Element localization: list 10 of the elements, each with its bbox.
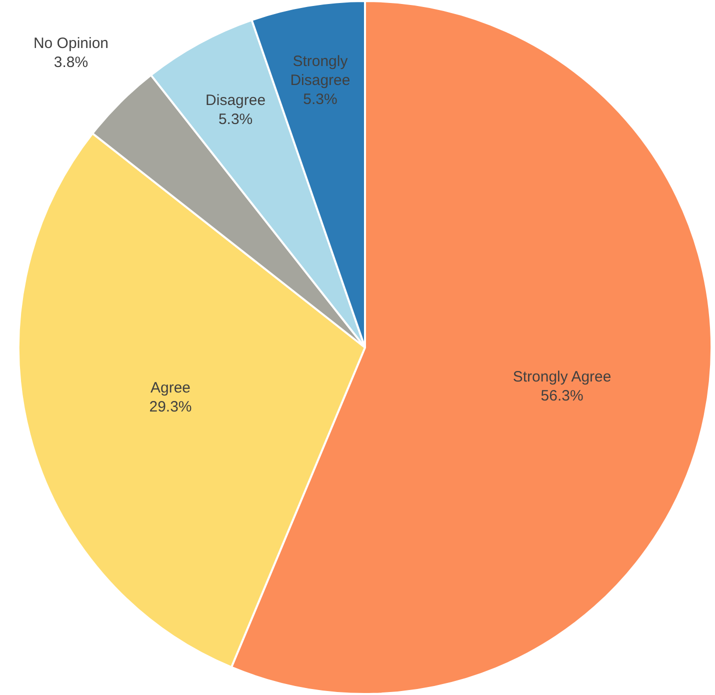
data-label: 5.3% <box>303 91 338 108</box>
slice-label: Strongly Disagree <box>290 53 350 90</box>
data-label: 3.8% <box>54 54 88 72</box>
data-label: 29.3% <box>149 398 192 416</box>
data-label: 5.3% <box>218 110 253 128</box>
slice-label: Strongly Agree <box>512 368 612 386</box>
data-label: 56.3% <box>540 388 584 405</box>
slice-label: Agree <box>150 380 191 397</box>
slice-label: No Opinion <box>33 35 109 52</box>
slice-label: Disagree <box>206 92 266 109</box>
